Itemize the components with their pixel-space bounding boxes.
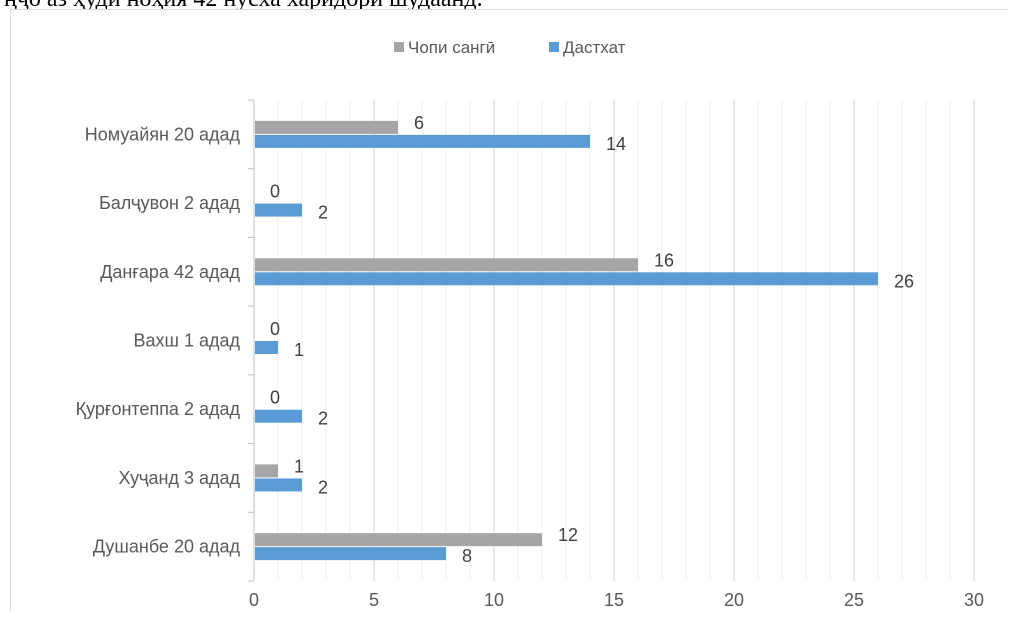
category-label: Хуҷанд 3 адад [119, 468, 241, 488]
bar-chopi-sangi [255, 533, 542, 547]
data-label-dastkhat: 14 [606, 134, 626, 154]
category-label: Номуайян 20 адад [85, 124, 241, 144]
legend-swatch-chopi-sangi [394, 42, 404, 52]
bar-chopi-sangi [255, 464, 278, 478]
data-label-dastkhat: 26 [894, 271, 914, 291]
legend-swatch-dastkhat [549, 42, 559, 52]
bar-chopi-sangi [255, 258, 638, 272]
category-label: Вахш 1 адад [134, 331, 241, 351]
data-label-dastkhat: 2 [318, 203, 328, 223]
legend-label-dastkhat: Дастхат [563, 38, 626, 57]
category-label: Душанбе 20 адад [93, 537, 241, 557]
data-label-chopi-sangi: 0 [270, 182, 280, 202]
legend: Чопи сангӣ Дастхат [394, 38, 626, 57]
x-tick-label: 20 [724, 590, 744, 610]
data-label-chopi-sangi: 1 [294, 456, 304, 476]
category-label: Қурғонтеппа 2 адад [76, 399, 241, 419]
x-tick-label: 25 [844, 590, 864, 610]
bar-chopi-sangi [255, 120, 398, 134]
legend-label-chopi-sangi: Чопи сангӣ [408, 38, 495, 57]
bar-dastkhat [255, 478, 302, 492]
x-tick-label: 10 [484, 590, 504, 610]
bar-dastkhat [255, 134, 590, 148]
x-tick-label: 15 [604, 590, 624, 610]
x-tick-label: 0 [249, 590, 259, 610]
data-label-chopi-sangi: 12 [558, 525, 578, 545]
category-label: Балҷувон 2 адад [99, 193, 241, 213]
category-label: Данғара 42 адад [100, 262, 240, 282]
data-label-chopi-sangi: 6 [414, 113, 424, 133]
data-label-dastkhat: 2 [318, 477, 328, 497]
bar-dastkhat [255, 272, 878, 286]
data-label-dastkhat: 8 [462, 546, 472, 566]
data-label-chopi-sangi: 0 [270, 388, 280, 408]
x-tick-label: 30 [964, 590, 984, 610]
bar-dastkhat [255, 203, 302, 217]
data-label-chopi-sangi: 0 [270, 319, 280, 339]
bar-dastkhat [255, 409, 302, 423]
grid-lines [277, 100, 975, 581]
chart-area: 0 5 10 15 20 25 30 Номуайян 20 адад Балҷувон 2 а… [10, 9, 1008, 611]
bar-dastkhat [255, 547, 446, 561]
bars [255, 120, 878, 561]
data-label-dastkhat: 2 [318, 409, 328, 429]
data-label-dastkhat: 1 [294, 340, 304, 360]
bar-dastkhat [255, 341, 278, 354]
x-tick-label: 5 [369, 590, 379, 610]
data-label-chopi-sangi: 16 [654, 250, 674, 270]
